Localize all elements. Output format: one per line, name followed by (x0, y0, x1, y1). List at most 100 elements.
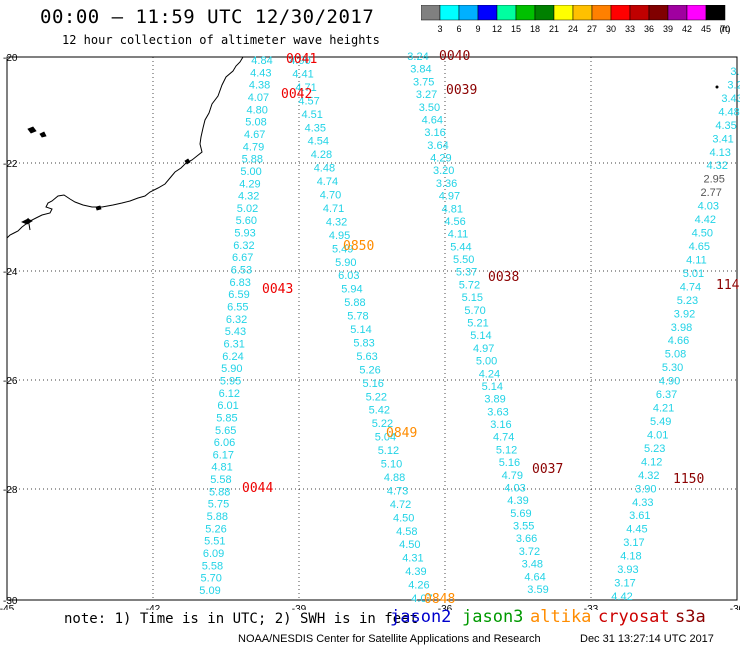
wave-height-value: 3.89 (484, 394, 505, 406)
wave-height-value: 5.15 (462, 292, 483, 304)
wave-height-value: 5.44 (450, 241, 471, 253)
wave-height-value: 3.17 (614, 578, 635, 590)
wave-height-value: 3.36 (436, 178, 457, 190)
wave-height-value: 5.22 (366, 391, 387, 403)
wave-height-value: 3.75 (413, 76, 434, 88)
wave-height-value: 4.01 (647, 430, 668, 442)
color-scale-label: 70 (720, 24, 730, 34)
wave-height-value: 4.81 (211, 462, 232, 474)
wave-height-value: 4.13 (709, 147, 730, 159)
color-scale-label: 21 (549, 24, 559, 34)
pass-time-label: 0850 (343, 239, 374, 254)
lon-tick-label: -33 (584, 604, 599, 610)
wave-height-value: 4.32 (238, 191, 259, 203)
legend-jason2: jason2 (390, 607, 452, 627)
wave-height-value: 4.64 (524, 571, 545, 583)
wave-height-value: 4.73 (387, 485, 408, 497)
wave-height-value: 5.49 (650, 416, 671, 428)
wave-height-value: 3.2 (727, 80, 740, 92)
pass-time-label: 0848 (424, 592, 455, 607)
lon-tick-label: -42 (146, 604, 161, 610)
wave-height-value: 3.64 (427, 140, 448, 152)
wave-height-value: 6.12 (219, 388, 240, 400)
wave-height-value: 4.56 (444, 216, 465, 228)
wave-height-value: 4.66 (668, 335, 689, 347)
map-subtitle: 12 hour collection of altimeter wave hei… (62, 33, 380, 47)
wave-height-value: 4.84 (251, 55, 272, 67)
wave-height-value: 4.33 (632, 497, 653, 509)
wave-height-value: 5.70 (464, 305, 485, 317)
pass-time-label: 0039 (446, 83, 477, 98)
wave-height-value: 2.95 (703, 174, 724, 186)
wave-height-value: 4.42 (611, 591, 632, 603)
wave-height-value: 3.72 (519, 546, 540, 558)
wave-height-value: 4.03 (698, 201, 719, 213)
pass-time-label: 0849 (386, 426, 417, 441)
wave-height-value: 4.48 (314, 163, 335, 175)
wave-height-value: 6.67 (232, 252, 253, 264)
wave-height-value: 3.90 (635, 483, 656, 495)
wave-height-value: 3.41 (712, 133, 733, 145)
wave-height-value: 4.18 (620, 551, 641, 563)
wave-height-value: 4.03 (504, 483, 525, 495)
wave-height-value: 4.07 (411, 593, 432, 605)
map-note: note: 1) Time is in UTC; 2) SWH is in fe… (64, 611, 419, 627)
wave-height-value: 5.65 (215, 425, 236, 437)
wave-height-value: 6.09 (203, 548, 224, 560)
pass-time-label: 0043 (262, 282, 293, 297)
color-scale-label: 18 (530, 24, 540, 34)
color-scale-legend: 3 6 9 12 15 18 21 24 27 30 33 36 39 42 45 70 (ft) (421, 5, 731, 34)
wave-height-value: 4.64 (422, 115, 443, 127)
wave-height-value: 4.39 (405, 566, 426, 578)
pass-time-label: 0038 (488, 270, 519, 285)
pass-time-label: 0042 (281, 87, 312, 102)
wave-height-value: 4.31 (402, 553, 423, 565)
wave-height-value: 4.28 (311, 149, 332, 161)
wave-height-value: 3.50 (419, 102, 440, 114)
wave-height-value: 4.12 (641, 456, 662, 468)
color-scale-label: 42 (682, 24, 692, 34)
wave-height-value: 5.14 (350, 324, 371, 336)
wave-height-value: 3.93 (617, 564, 638, 576)
wave-height-value: 3.59 (527, 584, 548, 596)
wave-height-value: 5.88 (209, 486, 230, 498)
station-dot (715, 85, 719, 89)
wave-height-value: 5.95 (220, 376, 241, 388)
wave-height-value: 4.29 (430, 153, 451, 165)
wave-height-value: 4.32 (706, 160, 727, 172)
wave-height-value: 5.08 (665, 349, 686, 361)
wave-height-value: 4.32 (638, 470, 659, 482)
wave-height-map: -45 -42 -39 -36 -33 -30 -20 -22 -24 -26 -28 -30 4.… (0, 49, 740, 610)
wave-height-value: 4.88 (384, 472, 405, 484)
wave-height-value: 4.71 (295, 82, 316, 94)
wave-height-value: 5.58 (210, 474, 231, 486)
wave-height-value: 4.39 (507, 495, 528, 507)
wave-height-value: 5.43 (225, 326, 246, 338)
color-swatch (705, 5, 726, 21)
wave-height-value: 6.53 (231, 265, 252, 277)
wave-height-value: 4.97 (439, 191, 460, 203)
wave-height-value: 5.75 (208, 499, 229, 511)
wave-height-value: 5.58 (202, 560, 223, 572)
wave-height-value: 3.27 (416, 89, 437, 101)
legend-cryosat: cryosat (598, 607, 670, 627)
wave-height-value: 4.07 (248, 92, 269, 104)
wave-height-value: 5.63 (356, 351, 377, 363)
wave-height-value: 4.81 (442, 203, 463, 215)
color-scale-label: 12 (492, 24, 502, 34)
wave-height-value: 3.55 (513, 521, 534, 533)
wave-height-value: 4.24 (479, 368, 500, 380)
lat-tick-label: -20 (3, 53, 18, 64)
wave-height-value: 4.29 (239, 178, 260, 190)
plot-frame (6, 56, 738, 601)
wave-height-value: 5.22 (372, 418, 393, 430)
wave-height-value: 6.24 (222, 351, 243, 363)
wave-height-value: 6.32 (226, 314, 247, 326)
wave-height-value: 3.20 (433, 165, 454, 177)
wave-height-value: 4.57 (298, 95, 319, 107)
wave-height-value: 4.54 (308, 136, 329, 148)
wave-height-value: 4.65 (689, 241, 710, 253)
wave-height-value: 4.50 (399, 539, 420, 551)
wave-height-value: 5.09 (199, 585, 220, 597)
wave-height-value: 3.16 (424, 127, 445, 139)
